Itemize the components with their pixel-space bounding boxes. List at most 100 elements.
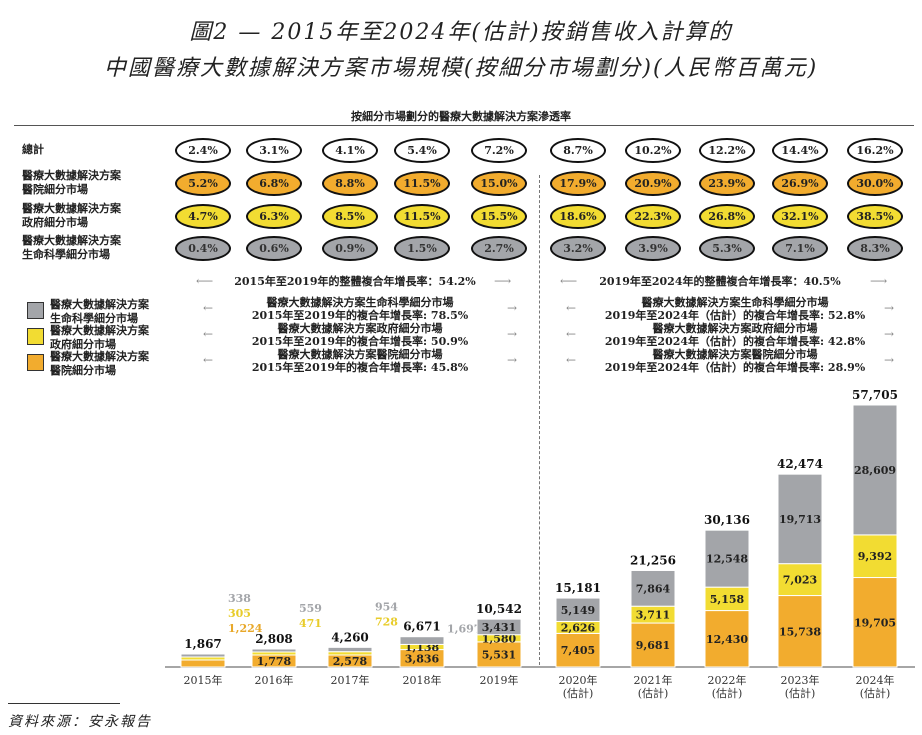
legend-swatch-hospital — [27, 354, 44, 371]
penetration-value-government: 6.3% — [246, 204, 302, 229]
bar-segment-life — [180, 653, 226, 658]
penetration-value-life: 5.3% — [699, 236, 755, 261]
bar-data-label: 12,430 — [706, 633, 748, 646]
arrow-left-icon: ← — [203, 301, 214, 315]
x-tick-label: (估計) — [638, 686, 669, 700]
bar-segment-hospital — [476, 641, 522, 668]
bar-data-label-outside: 471 — [299, 617, 322, 630]
arrow-left-icon: ⟵ — [196, 274, 214, 288]
penetration-value-life: 0.4% — [175, 236, 231, 261]
bar-total-label: 15,181 — [555, 581, 601, 595]
x-tick-label: 2024年 — [856, 673, 895, 687]
penetration-value-government: 8.5% — [322, 204, 378, 229]
bar-data-label-outside: 728 — [375, 615, 398, 628]
penetration-value-government: 4.7% — [175, 204, 231, 229]
bar-segment-life — [327, 646, 373, 653]
bar-total-label: 2,808 — [255, 632, 293, 646]
cagr-segment-right: 醫療大數據解決方案政府細分市場 2019年至2024年（估計）的複合年增長率: 4… — [604, 322, 866, 348]
bar-segment-life — [852, 404, 898, 536]
bar-total-label: 21,256 — [630, 553, 676, 567]
x-tick-label: (估計) — [860, 686, 891, 700]
x-tick-label: 2018年 — [403, 673, 442, 687]
bar-data-label: 2,626 — [561, 621, 596, 634]
header-divider — [14, 125, 914, 126]
arrow-left-icon: ← — [203, 327, 214, 341]
penetration-value-total: 7.2% — [471, 138, 527, 163]
bar-segment-hospital — [180, 659, 226, 668]
cagr-segment-right: 醫療大數據解決方案生命科學細分市場 2019年至2024年（估計）的複合年增長率:… — [604, 296, 866, 322]
penetration-value-hospital: 6.8% — [246, 171, 302, 196]
penetration-value-hospital: 15.0% — [471, 171, 527, 196]
bar-total-label: 4,260 — [331, 630, 369, 644]
bar-data-label: 19,705 — [854, 616, 896, 629]
source-note: 資料來源：安永報告 — [8, 714, 152, 730]
arrow-right-icon: ⟶ — [494, 274, 512, 288]
bar-segment-life — [630, 569, 676, 607]
bar-segment-life — [399, 636, 445, 645]
bar-data-label: 7,023 — [783, 574, 817, 587]
arrow-right-icon: → — [507, 327, 518, 341]
cagr-segment-right: 醫療大數據解決方案醫院細分市場 2019年至2024年（估計）的複合年增長率: 2… — [604, 348, 866, 374]
bar-data-label-outside: 1,224 — [228, 622, 263, 635]
cagr-segment-left: 醫療大數據解決方案醫院細分市場 2015年至2019年的複合年增長率: 45.8% — [251, 348, 469, 374]
x-tick-label: (估計) — [712, 686, 743, 700]
arrow-left-icon: ← — [566, 353, 577, 367]
x-tick-label: (估計) — [563, 686, 594, 700]
bar-segment-hospital — [777, 595, 823, 668]
arrow-right-icon: → — [507, 301, 518, 315]
bar-segment-life — [476, 618, 522, 636]
penetration-value-hospital: 23.9% — [699, 171, 755, 196]
forecast-divider — [539, 175, 540, 665]
x-tick-label: 2015年 — [184, 673, 223, 687]
x-tick-label: 2017年 — [331, 673, 370, 687]
penetration-value-hospital: 17.9% — [550, 171, 606, 196]
penetration-value-total: 4.1% — [322, 138, 378, 163]
penetration-value-life: 2.7% — [471, 236, 527, 261]
bar-segment-hospital — [704, 610, 750, 668]
bar-data-label: 5,149 — [561, 604, 595, 617]
penetration-value-total: 2.4% — [175, 138, 231, 163]
bar-segment-life — [555, 597, 601, 622]
legend-swatch-government — [27, 328, 44, 345]
penetration-row-label: 醫療大數據解決方案 醫院細分市場 — [22, 169, 121, 196]
arrow-right-icon: ⟶ — [870, 274, 888, 288]
bar-segment-government — [852, 534, 898, 579]
penetration-value-total: 16.2% — [847, 138, 903, 163]
penetration-value-government: 18.6% — [550, 204, 606, 229]
chart-title-line1: 圖2 — 2015年至2024年(估計)按銷售收入計算的 — [189, 20, 733, 45]
bar-data-label: 12,548 — [706, 553, 748, 566]
x-tick-label: 2016年 — [255, 673, 294, 687]
bar-data-label: 3,711 — [636, 609, 670, 622]
bar-segment-life — [251, 648, 297, 653]
bar-segment-hospital — [852, 577, 898, 668]
penetration-value-government: 26.8% — [699, 204, 755, 229]
legend-label-government: 醫療大數據解決方案 政府細分市場 — [50, 324, 149, 351]
penetration-value-hospital: 30.0% — [847, 171, 903, 196]
x-tick-label: 2023年 — [781, 673, 820, 687]
penetration-row-label: 醫療大數據解決方案 生命科學細分市場 — [22, 234, 121, 261]
penetration-value-total: 12.2% — [699, 138, 755, 163]
penetration-value-total: 8.7% — [550, 138, 606, 163]
bar-total-label: 57,705 — [852, 388, 898, 402]
penetration-value-total: 10.2% — [625, 138, 681, 163]
bar-data-label: 7,864 — [636, 582, 671, 595]
bar-data-label: 1,778 — [257, 655, 292, 668]
bar-data-label: 3,836 — [405, 652, 440, 665]
bar-segment-life — [704, 529, 750, 588]
penetration-value-government: 22.3% — [625, 204, 681, 229]
bar-total-label: 42,474 — [777, 457, 823, 471]
penetration-row-label: 總計 — [22, 143, 44, 156]
bar-data-label-outside: 1,697 — [447, 623, 481, 636]
arrow-left-icon: ⟵ — [560, 274, 578, 288]
bar-total-label: 30,136 — [704, 513, 750, 527]
cagr-left-overall: 2015年至2019年的整體複合年增長率：54.2% — [234, 275, 476, 288]
source-divider — [8, 703, 120, 704]
bar-data-label: 7,405 — [561, 644, 595, 657]
cagr-segment-left: 醫療大數據解決方案生命科學細分市場 2015年至2019年的複合年增長率: 78.… — [251, 296, 469, 322]
penetration-value-hospital: 5.2% — [175, 171, 231, 196]
penetration-value-total: 3.1% — [246, 138, 302, 163]
bar-data-label: 28,609 — [854, 464, 896, 477]
bar-data-label-outside: 559 — [299, 602, 322, 615]
